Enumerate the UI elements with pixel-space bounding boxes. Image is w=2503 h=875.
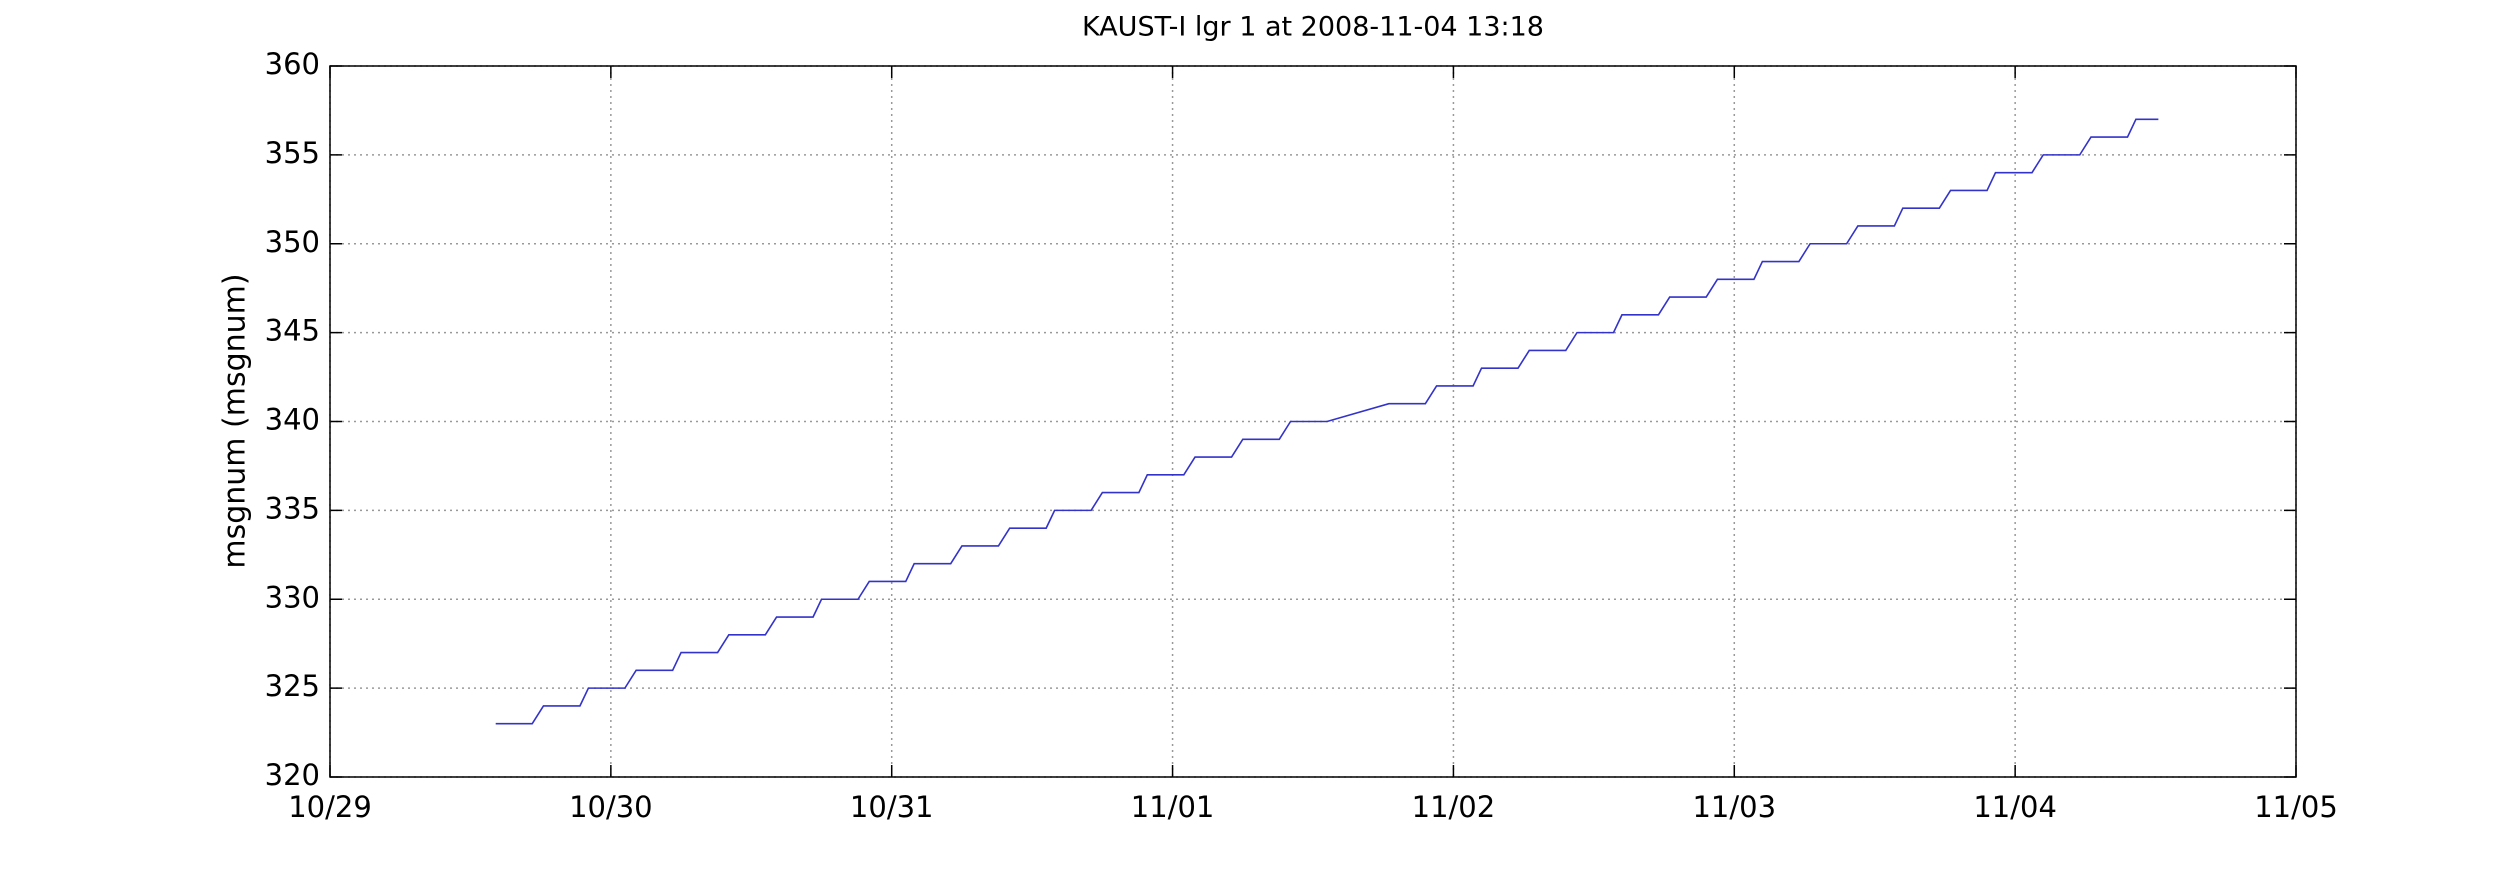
chart-title: KAUST-I lgr 1 at 2008-11-04 13:18 (1082, 12, 1544, 43)
x-tick-label: 11/04 (1973, 790, 2057, 824)
y-tick-label: 325 (265, 669, 320, 703)
y-tick-label: 360 (265, 47, 320, 81)
x-tick-label: 11/03 (1692, 790, 1776, 824)
y-tick-label: 345 (265, 314, 320, 348)
y-axis-label: msgnum (msgnum) (218, 273, 253, 568)
x-tick-label: 11/01 (1131, 790, 1215, 824)
x-tick-label: 10/29 (288, 790, 372, 824)
x-tick-label: 10/31 (850, 790, 934, 824)
x-tick-label: 11/02 (1412, 790, 1496, 824)
x-tick-label: 10/30 (569, 790, 653, 824)
y-tick-label: 330 (265, 580, 320, 614)
y-tick-label: 320 (265, 758, 320, 792)
data-line (495, 118, 2159, 725)
y-tick-label: 350 (265, 225, 320, 259)
y-tick-label: 340 (265, 403, 320, 437)
y-tick-label: 355 (265, 136, 320, 170)
y-tick-label: 335 (265, 491, 320, 525)
x-tick-label: 11/05 (2254, 790, 2338, 824)
plot-frame (329, 65, 2297, 778)
